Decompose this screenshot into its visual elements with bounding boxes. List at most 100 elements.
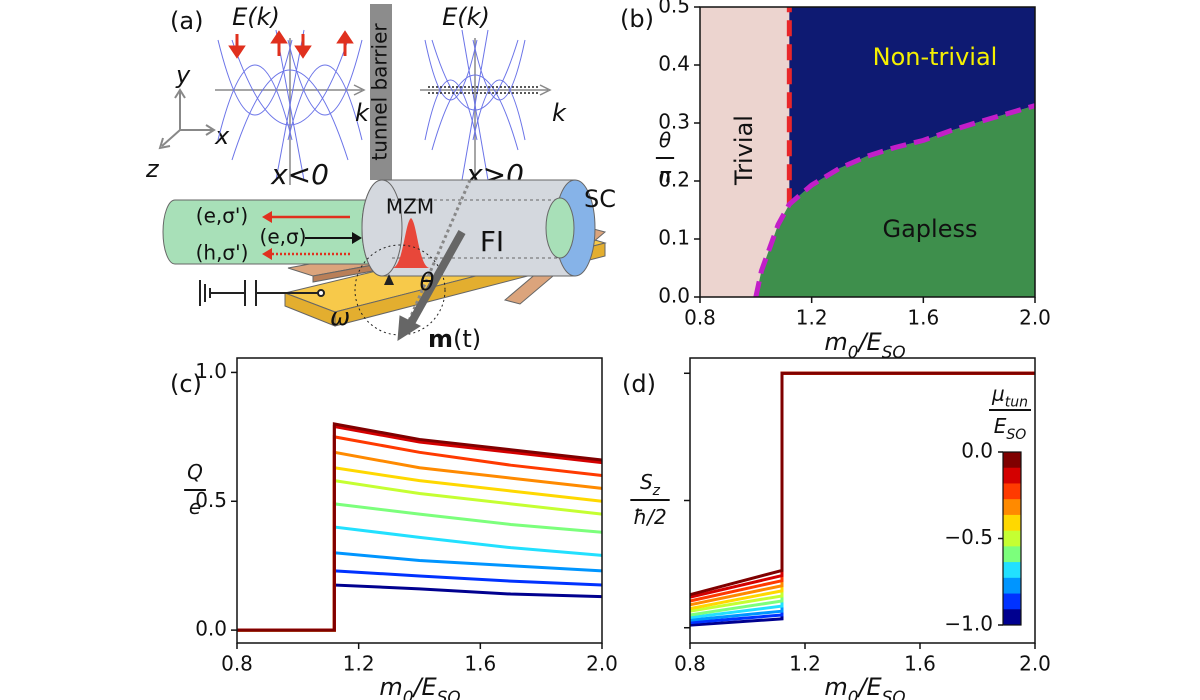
x-axis-label-part: m bbox=[824, 328, 847, 356]
panel-label: (d) bbox=[622, 370, 656, 398]
plot-frame bbox=[689, 357, 1036, 644]
x-axis-label-part: SO bbox=[882, 687, 906, 700]
colorbar-band bbox=[1003, 452, 1021, 469]
x-axis-label-part: /E bbox=[856, 673, 882, 700]
device bbox=[162, 179, 607, 341]
x-axis-label-part: 0 bbox=[848, 342, 859, 362]
label-electron-out: (e,σ') bbox=[196, 204, 248, 228]
axis-y: y bbox=[175, 61, 191, 89]
series-line bbox=[237, 450, 603, 632]
band-title: E(k) bbox=[232, 3, 280, 31]
region-nontrivial bbox=[789, 7, 1035, 205]
k-label: k bbox=[552, 99, 567, 127]
y-tick-label: 0.5 bbox=[195, 488, 227, 512]
series-line bbox=[689, 371, 1035, 607]
y-tick-label: 1.0 bbox=[195, 359, 227, 383]
x-tick-label: 2.0 bbox=[586, 652, 618, 676]
x-axis-label-part: /E bbox=[411, 673, 437, 700]
y-tick-label: 0.0 bbox=[658, 284, 690, 308]
series-line bbox=[689, 371, 1035, 599]
fraction-denominator-part: SO bbox=[1006, 427, 1026, 443]
series-line bbox=[689, 371, 1035, 613]
label-omega: ω bbox=[330, 303, 350, 331]
region-label: Non-trivial bbox=[873, 43, 998, 71]
region-gapless bbox=[755, 105, 1035, 297]
x-tick-label: 0.8 bbox=[674, 652, 706, 676]
colorbar-tick-label: −1.0 bbox=[944, 612, 993, 636]
fraction-denominator-part: e bbox=[189, 495, 201, 519]
series-line bbox=[237, 435, 603, 632]
colorbar-tick-label: −0.5 bbox=[944, 525, 993, 549]
fraction-denominator-part: π bbox=[659, 163, 672, 187]
x-axis-label: m0/ESO bbox=[824, 328, 905, 362]
fraction-numerator-part: θ bbox=[659, 128, 671, 152]
x-axis-label: m0/ESO bbox=[379, 673, 460, 700]
series-line bbox=[237, 478, 603, 632]
colorbar-band bbox=[1003, 609, 1021, 626]
panel-label: (c) bbox=[170, 370, 202, 398]
colorbar-band bbox=[1003, 530, 1021, 547]
series-line bbox=[237, 551, 603, 632]
series-line bbox=[237, 569, 603, 632]
colorbar-band bbox=[1003, 577, 1021, 595]
x-axis-label-part: /E bbox=[856, 328, 882, 356]
band-left bbox=[215, 29, 366, 185]
x-axis-label-part: 0 bbox=[403, 687, 414, 700]
x-tick-label: 1.2 bbox=[796, 306, 828, 330]
label-part: m bbox=[428, 325, 453, 353]
fraction-denominator-part: E bbox=[994, 413, 1007, 437]
region-label: x<0 bbox=[270, 158, 329, 191]
phase-boundary bbox=[753, 103, 1036, 298]
series-line bbox=[689, 371, 1035, 622]
tunnel-barrier bbox=[370, 4, 392, 180]
x-tick-label: 1.2 bbox=[789, 652, 821, 676]
x-tick-label: 1.2 bbox=[343, 652, 375, 676]
axis-z: z bbox=[145, 155, 160, 183]
series-line bbox=[689, 371, 1035, 611]
band-title: E(k) bbox=[442, 3, 490, 31]
x-tick-label: 1.6 bbox=[464, 652, 496, 676]
colorbar-band bbox=[1003, 562, 1021, 579]
x-axis-label-part: SO bbox=[882, 342, 906, 362]
coordinate-axes bbox=[158, 88, 216, 150]
x-tick-label: 0.8 bbox=[684, 306, 716, 330]
panel-label: (b) bbox=[620, 5, 654, 33]
fraction-numerator: Sz bbox=[640, 470, 661, 500]
series-line bbox=[237, 422, 603, 632]
series-line bbox=[689, 371, 1035, 603]
y-tick-label: 0.3 bbox=[658, 110, 690, 134]
fraction-denominator: ESO bbox=[994, 413, 1027, 443]
arrows bbox=[262, 211, 362, 260]
fraction-numerator: θ bbox=[659, 128, 671, 152]
x-tick-label: 0.8 bbox=[221, 652, 253, 676]
x-axis-label-part: 0 bbox=[848, 687, 859, 700]
fraction-numerator: μtun bbox=[991, 381, 1028, 411]
series-line bbox=[689, 371, 1035, 617]
x-tick-label: 1.6 bbox=[907, 306, 939, 330]
series-line bbox=[237, 525, 603, 632]
region-label: Trivial bbox=[730, 115, 758, 186]
fraction-denominator: ħ/2 bbox=[633, 505, 666, 529]
x-axis-label-part: m bbox=[824, 673, 847, 700]
label-magnetization: m(t) bbox=[428, 325, 481, 353]
label-theta: θ bbox=[420, 268, 435, 296]
fraction-numerator-part: μ bbox=[991, 381, 1005, 405]
colorbar-band bbox=[1003, 546, 1021, 563]
x-tick-label: 2.0 bbox=[1019, 306, 1051, 330]
fraction-denominator: π bbox=[659, 163, 672, 187]
fraction-numerator-part: S bbox=[640, 470, 653, 494]
colorbar-tick-label: 0.0 bbox=[961, 439, 993, 463]
fraction-numerator-part: Q bbox=[187, 460, 203, 484]
axis-x: x bbox=[214, 122, 230, 150]
y-tick-label: 0.4 bbox=[658, 52, 690, 76]
schematic: (a) y x z E( bbox=[145, 3, 616, 353]
label-electron-in: (e,σ) bbox=[260, 225, 307, 249]
ground bbox=[199, 280, 325, 306]
series-group bbox=[689, 371, 1035, 627]
series-line bbox=[689, 371, 1035, 597]
series-line bbox=[689, 371, 1035, 627]
colorbar-band bbox=[1003, 467, 1021, 484]
fraction-numerator-part: z bbox=[652, 483, 661, 499]
fraction-denominator: e bbox=[189, 495, 201, 519]
